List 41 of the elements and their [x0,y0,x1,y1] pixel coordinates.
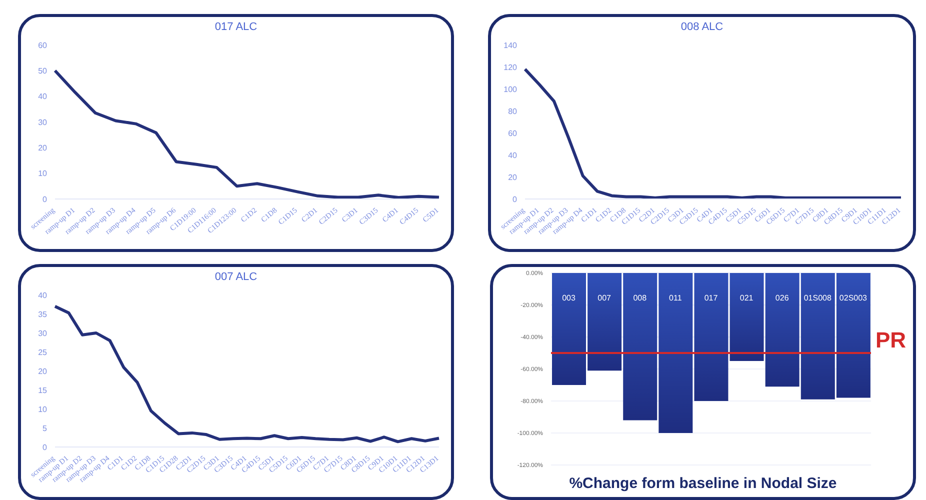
y-tick-label: 15 [38,386,48,395]
x-tick-label: 017 [704,294,718,303]
y-tick-label: 60 [38,40,48,50]
y-tick-label: 50 [38,66,48,76]
y-tick-label: 25 [38,348,48,357]
y-tick-label: 10 [38,404,48,414]
y-tick-label: 10 [38,169,48,178]
x-tick-label: 02S003 [839,294,868,303]
y-tick-label: 20 [508,172,518,182]
y-tick-label: 20 [38,366,48,376]
chart-title: 007 ALC [214,271,258,285]
x-tick-label: 021 [740,294,754,303]
y-tick-label: 100 [504,84,518,94]
chart-title: 008 ALC [680,21,724,35]
y-tick-label: 30 [38,118,48,127]
x-tick-label: 026 [775,294,790,303]
text: %Change form baseline in Nodal Size [568,475,838,492]
y-tick-label: 0 [512,194,518,204]
y-tick-label: 80 [508,106,518,116]
y-tick-label: 0 [42,442,48,452]
line-series [524,68,902,199]
x-tick-label: 007 [598,294,612,303]
y-tick-label: 40 [38,92,48,102]
y-tick-label: 40 [508,150,518,160]
y-tick-label: 30 [38,328,48,338]
y-tick-label: 120 [504,62,518,72]
y-tick-label: 35 [38,310,48,319]
y-tick-label: 5 [42,424,48,433]
x-tick-label: 003 [562,294,576,303]
y-tick-label: 0 [42,194,48,204]
ref-line-label: PR [875,328,906,353]
y-tick-label: 20 [38,144,48,153]
chart-title: 017 ALC [214,21,258,35]
x-tick-label: 011 [669,294,682,303]
x-tick-label: 01S008 [804,294,832,303]
line-series [54,69,440,199]
y-tick-label: 60 [508,128,518,138]
y-tick-label: 40 [38,290,48,300]
line-series [54,304,440,444]
y-tick-label: 140 [504,40,518,50]
x-tick-label: 008 [633,294,648,303]
